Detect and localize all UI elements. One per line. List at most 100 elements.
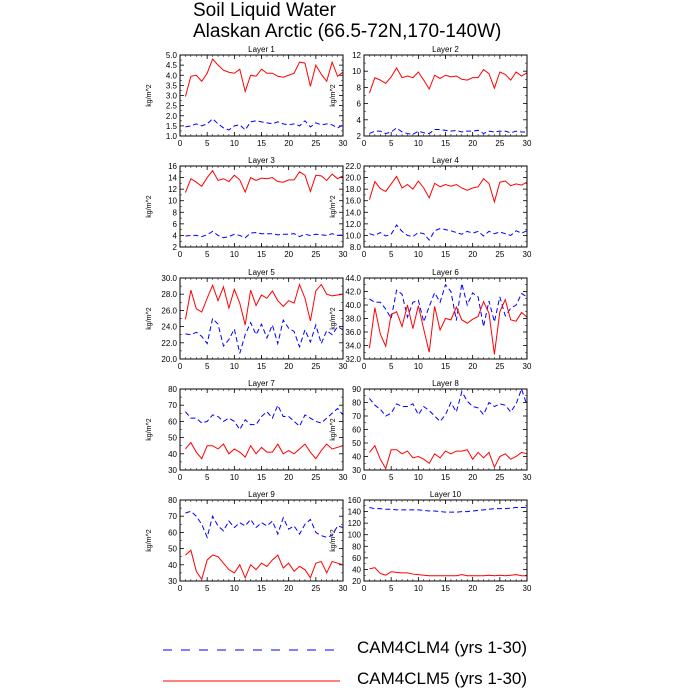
x-tick-label: 20	[468, 584, 477, 593]
panel-frame	[363, 54, 528, 137]
panel-title: Layer 8	[432, 379, 459, 388]
y-tick-label: 60	[352, 426, 361, 435]
x-tick-label: 0	[362, 473, 367, 482]
x-tick-label: 15	[441, 473, 450, 482]
y-tick-label: 4	[357, 116, 362, 125]
y-axis-label: kg/m^2	[146, 84, 153, 106]
y-tick-label: 60	[168, 417, 177, 426]
x-tick-label: 30	[523, 139, 532, 148]
x-tick-label: 30	[339, 362, 348, 371]
series-line-clm5	[369, 444, 528, 470]
series-line-clm5	[368, 298, 528, 355]
x-tick-label: 15	[441, 250, 450, 259]
series-line-clm5	[184, 169, 344, 194]
x-tick-label: 10	[230, 362, 239, 371]
x-tick-label: 15	[257, 362, 266, 371]
y-tick-label: 4	[173, 231, 178, 240]
x-tick-label: 5	[389, 473, 394, 482]
y-axis-label: kg/m^2	[330, 529, 337, 551]
series-line-clm4	[185, 230, 344, 239]
x-tick-label: 5	[205, 250, 210, 259]
y-tick-label: 34.0	[345, 342, 361, 351]
x-tick-label: 30	[339, 473, 348, 482]
x-tick-label: 10	[230, 473, 239, 482]
panel-4: Layer 4kg/m^20 5 10 15 20 25 308.010.012.014.0…	[330, 156, 532, 259]
y-axis-label: kg/m^2	[330, 84, 337, 106]
y-tick-label: 14	[168, 174, 177, 183]
x-tick-label: 25	[311, 473, 320, 482]
x-tick-label: 20	[468, 473, 477, 482]
y-tick-label: 2.0	[166, 112, 178, 121]
y-tick-label: 120	[348, 519, 362, 528]
series-line-clm4	[369, 507, 527, 513]
y-tick-label: 40	[352, 565, 361, 574]
y-tick-label: 80	[168, 496, 177, 505]
y-tick-label: 5.0	[166, 51, 178, 60]
y-tick-label: 20	[352, 577, 361, 586]
x-tick-label: 25	[311, 362, 320, 371]
panel-frame	[179, 165, 344, 248]
y-tick-label: 20.0	[345, 174, 361, 183]
x-tick-label: 0	[178, 584, 183, 593]
y-tick-label: 50	[168, 434, 177, 443]
y-tick-label: 44.0	[345, 274, 361, 283]
y-tick-label: 8	[173, 208, 178, 217]
y-tick-label: 22.0	[345, 162, 361, 171]
y-tick-label: 8.0	[350, 243, 362, 252]
y-tick-label: 80	[168, 385, 177, 394]
x-tick-label: 30	[339, 584, 348, 593]
x-tick-label: 5	[389, 584, 394, 593]
chart-title-line2: Alaskan Arctic (66.5-72N,170-140W)	[193, 21, 502, 42]
x-tick-label: 10	[414, 362, 423, 371]
x-tick-label: 5	[205, 473, 210, 482]
x-tick-label: 5	[205, 139, 210, 148]
panel-frame	[363, 388, 528, 471]
y-axis-label: kg/m^2	[146, 307, 153, 329]
y-tick-label: 6	[173, 220, 178, 229]
y-tick-label: 26.0	[161, 306, 177, 315]
x-tick-label: 25	[495, 473, 504, 482]
x-tick-label: 30	[339, 139, 348, 148]
y-tick-label: 4.5	[166, 61, 178, 70]
y-tick-label: 3.5	[166, 81, 178, 90]
x-tick-label: 10	[414, 584, 423, 593]
x-tick-label: 10	[414, 139, 423, 148]
y-tick-label: 20.0	[161, 355, 177, 364]
x-tick-label: 30	[523, 362, 532, 371]
series-line-clm5	[184, 282, 344, 326]
panel-title: Layer 9	[248, 490, 275, 499]
y-tick-label: 12.0	[345, 220, 361, 229]
y-tick-label: 18.0	[345, 185, 361, 194]
panel-title: Layer 7	[248, 379, 275, 388]
y-tick-label: 8	[357, 83, 362, 92]
x-tick-label: 5	[205, 362, 210, 371]
panel-3: Layer 3 kg/m^2 0 5 10 15 20 25 30 2 4 6 8 10 12 14 16	[146, 156, 348, 259]
y-tick-label: 40	[168, 561, 177, 570]
panel-title: Layer 6	[432, 268, 459, 277]
y-tick-label: 90	[352, 385, 361, 394]
x-tick-label: 30	[339, 250, 348, 259]
y-tick-label: 14.0	[345, 208, 361, 217]
y-tick-label: 28.0	[161, 290, 177, 299]
y-tick-label: 2.5	[166, 102, 178, 111]
y-tick-label: 10	[352, 67, 361, 76]
x-tick-label: 0	[362, 362, 367, 371]
legend-label-clm4: CAM4CLM4 (yrs 1-30)	[357, 638, 528, 657]
x-tick-label: 20	[284, 362, 293, 371]
panel-8: Layer 8 kg/m^2 0 5 10 15 20 25 30 30 40 50 60 70 80 90	[330, 379, 532, 482]
y-tick-label: 16	[168, 162, 177, 171]
panel-9: Layer 9 kg/m^2 0 5 10 15 20 25 30 30 40 50 60 70 80	[146, 490, 348, 593]
x-tick-label: 25	[495, 250, 504, 259]
y-tick-label: 140	[348, 508, 362, 517]
y-tick-label: 40.0	[345, 301, 361, 310]
panel-frame	[179, 388, 344, 471]
x-tick-label: 0	[178, 250, 183, 259]
y-tick-label: 24.0	[161, 323, 177, 332]
panel-title: Layer 5	[248, 268, 275, 277]
x-tick-label: 30	[523, 250, 532, 259]
x-tick-label: 0	[178, 139, 183, 148]
series-line-clm4	[369, 387, 528, 423]
y-tick-label: 70	[168, 401, 177, 410]
x-tick-label: 0	[362, 139, 367, 148]
